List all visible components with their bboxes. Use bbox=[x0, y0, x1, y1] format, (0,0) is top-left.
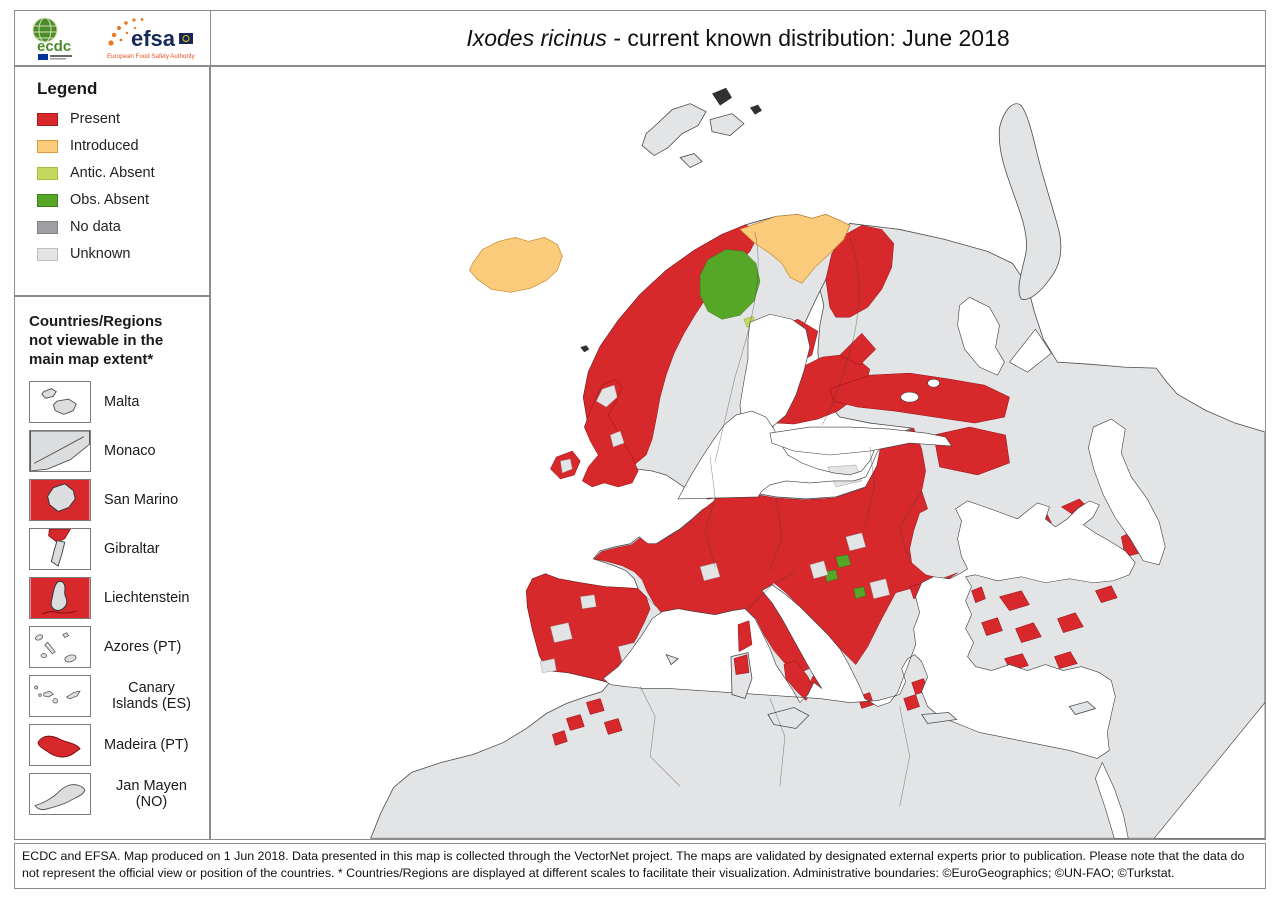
efsa-logo-text: efsa bbox=[131, 26, 176, 51]
inset-label: Malta bbox=[104, 393, 140, 410]
inset-label: Liechtenstein bbox=[104, 589, 190, 606]
legend-heading: Legend bbox=[37, 79, 98, 98]
legend-label: Present bbox=[70, 111, 120, 127]
inset-row-monaco: Monaco bbox=[29, 430, 199, 473]
legend-label: No data bbox=[70, 219, 121, 235]
legend-item-present: Present bbox=[37, 111, 209, 127]
inset-row-jan-mayen: Jan Mayen (NO) bbox=[29, 773, 199, 816]
legend-item-introduced: Introduced bbox=[37, 138, 209, 154]
inset-label: Azores (PT) bbox=[104, 638, 182, 655]
insets-heading: Countries/Regions not viewable in the ma… bbox=[29, 313, 164, 368]
title-species: Ixodes ricinus bbox=[466, 24, 607, 51]
inset-thumbnail-jan-mayen bbox=[29, 773, 91, 816]
title-rest: - current known distribution: June 2018 bbox=[606, 24, 1010, 51]
seas bbox=[602, 296, 1265, 839]
legend-item-antic-absent: Antic. Absent bbox=[37, 165, 209, 181]
legend-swatch-present bbox=[37, 112, 58, 126]
footer-text: ECDC and EFSA. Map produced on 1 Jun 201… bbox=[22, 849, 1245, 881]
legend-swatch-introduced bbox=[37, 139, 58, 153]
inset-row-san-marino: San Marino bbox=[29, 479, 199, 522]
page-title: Ixodes ricinus - current known distribut… bbox=[466, 25, 1009, 52]
inset-row-canary-islands: Canary Islands (ES) bbox=[29, 675, 199, 718]
legend-item-no-data: No data bbox=[37, 219, 209, 235]
inset-thumbnail-san-marino bbox=[29, 479, 91, 522]
inset-thumbnail-azores bbox=[29, 626, 91, 669]
map-panel bbox=[210, 66, 1266, 840]
legend-item-obs-absent: Obs. Absent bbox=[37, 192, 209, 208]
inset-label: Monaco bbox=[104, 442, 156, 459]
inset-thumbnail-madeira bbox=[29, 724, 91, 767]
inset-thumbnail-canary-islands bbox=[29, 675, 91, 718]
legend-label: Unknown bbox=[70, 246, 131, 262]
islands bbox=[469, 87, 1097, 729]
inset-label: Gibraltar bbox=[104, 540, 160, 557]
ecdc-logo-text: ecdc bbox=[37, 38, 71, 55]
legend-swatch-no-data bbox=[37, 220, 58, 234]
inset-label: San Marino bbox=[104, 491, 179, 508]
inset-thumbnail-monaco bbox=[29, 430, 91, 473]
efsa-logo-tagline: European Food Safety Authority bbox=[107, 53, 196, 60]
europe-distribution-map bbox=[370, 87, 1265, 839]
legend-swatch-antic-absent bbox=[37, 166, 58, 180]
header: ecdc efsa European Food Safety Authority… bbox=[14, 10, 1266, 66]
inset-row-madeira: Madeira (PT) bbox=[29, 724, 199, 767]
inset-label: Madeira (PT) bbox=[104, 736, 189, 753]
legend-label: Obs. Absent bbox=[70, 192, 149, 208]
inset-label: Canary Islands (ES) bbox=[112, 679, 191, 713]
efsa-logo-icon: efsa European Food Safety Authority bbox=[107, 18, 196, 60]
inset-label: Jan Mayen (NO) bbox=[116, 777, 187, 811]
logo-cell: ecdc efsa European Food Safety Authority bbox=[15, 11, 211, 65]
legend-panel: Legend Present Introduced Antic. Absent … bbox=[14, 66, 210, 296]
legend-label: Antic. Absent bbox=[70, 165, 155, 181]
legend-label: Introduced bbox=[70, 138, 139, 154]
ecdc-logo-icon: ecdc bbox=[32, 17, 72, 60]
country-borders bbox=[639, 232, 922, 807]
inset-row-gibraltar: Gibraltar bbox=[29, 528, 199, 571]
inset-row-liechtenstein: Liechtenstein bbox=[29, 577, 199, 620]
insets-panel: Countries/Regions not viewable in the ma… bbox=[14, 296, 210, 840]
inset-thumbnail-malta bbox=[29, 381, 91, 424]
legend-swatch-unknown bbox=[37, 247, 58, 261]
inset-thumbnail-liechtenstein bbox=[29, 577, 91, 620]
inset-thumbnail-gibraltar bbox=[29, 528, 91, 571]
legend-swatch-obs-absent bbox=[37, 193, 58, 207]
legend-item-unknown: Unknown bbox=[37, 246, 209, 262]
inset-row-malta: Malta bbox=[29, 381, 199, 424]
inset-row-azores: Azores (PT) bbox=[29, 626, 199, 669]
footer-note: ECDC and EFSA. Map produced on 1 Jun 201… bbox=[14, 843, 1266, 889]
title-cell: Ixodes ricinus - current known distribut… bbox=[211, 11, 1265, 65]
